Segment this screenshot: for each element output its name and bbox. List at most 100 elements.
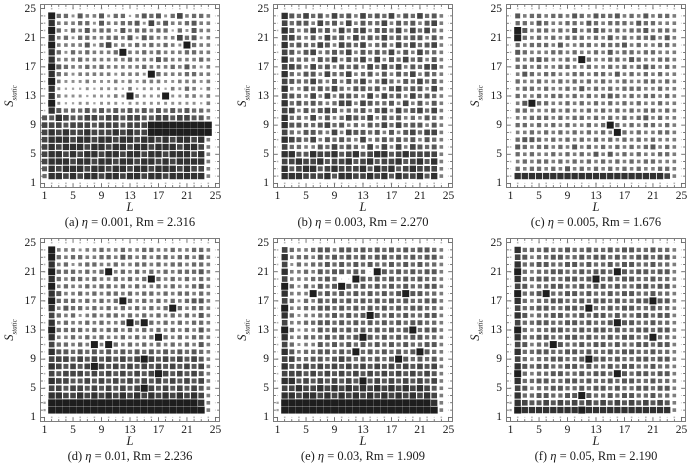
- y-tick-label: 9: [263, 119, 269, 132]
- caption-eta-symbol: η: [317, 449, 325, 463]
- x-axis-label: L: [126, 200, 134, 214]
- x-tick-label: 13: [590, 190, 602, 202]
- y-tick-label: 25: [257, 236, 270, 249]
- x-tick-label: 17: [152, 190, 165, 202]
- y-tick-label: 13: [24, 90, 37, 102]
- y-tick-label: 17: [24, 60, 37, 73]
- y-tick-label: 13: [490, 324, 503, 336]
- hinton-grid-canvas: [274, 239, 452, 421]
- panel-caption: (d) η = 0.01, Rm = 2.236: [24, 449, 236, 463]
- x-tick-label: 13: [357, 424, 369, 436]
- x-axis-label: L: [126, 434, 134, 448]
- y-tick-label: 25: [24, 2, 37, 15]
- x-tick-label: 25: [675, 424, 688, 436]
- x-tick-label: 21: [414, 424, 426, 436]
- caption-eta-symbol: η: [81, 215, 88, 229]
- y-tick-label: 5: [263, 382, 269, 395]
- x-tick-label: 5: [70, 190, 76, 202]
- y-tick-label: 1: [30, 177, 36, 190]
- y-tick-label: 17: [257, 60, 270, 73]
- x-axis-label: L: [359, 200, 367, 214]
- x-tick-label: 17: [385, 190, 398, 202]
- y-tick-label: 5: [496, 382, 502, 395]
- caption-index: (e): [300, 449, 318, 463]
- x-tick-label: 13: [357, 190, 369, 202]
- caption-index: (c): [530, 215, 548, 229]
- caption-rm: Rm = 1.676: [601, 215, 662, 229]
- x-tick-label: 17: [385, 424, 398, 436]
- x-tick-label: 9: [98, 424, 105, 436]
- y-tick-label: 1: [496, 411, 502, 424]
- caption-eta-symbol: η: [85, 449, 92, 463]
- x-tick-label: 17: [618, 190, 631, 202]
- x-tick-label: 5: [536, 190, 542, 202]
- x-tick-label: 21: [647, 190, 659, 202]
- caption-eta-value: = 0.005,: [554, 215, 602, 229]
- caption-rm: Rm = 1.909: [365, 449, 426, 463]
- x-tick-label: 17: [618, 424, 631, 436]
- y-tick-label: 25: [257, 2, 270, 15]
- plot-box: [40, 238, 220, 422]
- y-tick-label: 1: [30, 411, 36, 424]
- y-tick-label: 5: [30, 382, 36, 395]
- x-axis-label: L: [592, 434, 600, 448]
- caption-eta-value: = 0.001,: [88, 215, 136, 229]
- y-tick-label: 21: [24, 265, 37, 278]
- y-tick-label: 21: [490, 31, 503, 44]
- x-tick-label: 25: [675, 190, 688, 202]
- plot-box: [273, 4, 453, 188]
- caption-eta-value: = 0.03,: [324, 449, 366, 463]
- x-tick-label: 1: [41, 190, 48, 202]
- caption-index: (f): [534, 449, 551, 463]
- x-tick-label: 9: [564, 424, 571, 436]
- y-tick-label: 5: [496, 148, 502, 161]
- x-tick-label: 13: [124, 424, 136, 436]
- x-tick-label: 1: [274, 424, 281, 436]
- y-tick-label: 21: [490, 265, 503, 278]
- y-tick-label: 17: [490, 294, 503, 307]
- y-tick-label: 17: [24, 294, 37, 307]
- x-tick-label: 17: [152, 424, 165, 436]
- y-tick-label: 9: [30, 119, 36, 132]
- x-tick-label: 9: [98, 190, 105, 202]
- x-tick-label: 25: [442, 424, 455, 436]
- caption-index: (a): [64, 215, 82, 229]
- panel-f: Sstatic L (f) η = 0.05, Rm = 2.190 1 5 9 13…: [466, 234, 700, 468]
- caption-rm: Rm = 2.236: [132, 449, 193, 463]
- hinton-grid-canvas: [507, 5, 685, 187]
- y-tick-label: 21: [257, 265, 270, 278]
- caption-rm: Rm = 2.270: [369, 215, 429, 229]
- y-tick-label: 13: [257, 324, 270, 336]
- x-tick-label: 9: [331, 190, 338, 202]
- x-tick-label: 5: [303, 424, 309, 436]
- x-tick-label: 25: [442, 190, 455, 202]
- x-axis-label: L: [359, 434, 367, 448]
- y-tick-label: 9: [30, 353, 36, 366]
- y-tick-label: 25: [490, 236, 503, 249]
- y-tick-label: 21: [257, 31, 270, 44]
- x-tick-label: 25: [209, 424, 222, 436]
- panel-caption: (e) η = 0.03, Rm = 1.909: [257, 449, 469, 463]
- caption-rm: Rm = 2.316: [135, 215, 196, 229]
- y-tick-label: 1: [263, 177, 269, 190]
- x-tick-label: 13: [124, 190, 136, 202]
- caption-eta-value: = 0.05,: [556, 449, 598, 463]
- caption-eta-symbol: η: [315, 215, 322, 229]
- y-tick-label: 1: [496, 177, 502, 190]
- panel-caption: (c) η = 0.005, Rm = 1.676: [490, 215, 700, 229]
- caption-index: (b): [297, 215, 316, 229]
- caption-eta-symbol: η: [547, 215, 554, 229]
- y-tick-label: 5: [263, 148, 269, 161]
- x-tick-label: 13: [590, 424, 602, 436]
- panel-e: Sstatic L (e) η = 0.03, Rm = 1.909 1 5 9 13…: [233, 234, 466, 468]
- caption-eta-symbol: η: [550, 449, 557, 463]
- y-tick-label: 1: [263, 411, 269, 424]
- x-tick-label: 5: [536, 424, 542, 436]
- caption-index: (d): [67, 449, 86, 463]
- y-tick-label: 25: [24, 236, 37, 249]
- x-tick-label: 21: [647, 424, 659, 436]
- hinton-grid-canvas: [41, 239, 219, 421]
- y-tick-label: 21: [24, 31, 37, 44]
- x-tick-label: 5: [70, 424, 76, 436]
